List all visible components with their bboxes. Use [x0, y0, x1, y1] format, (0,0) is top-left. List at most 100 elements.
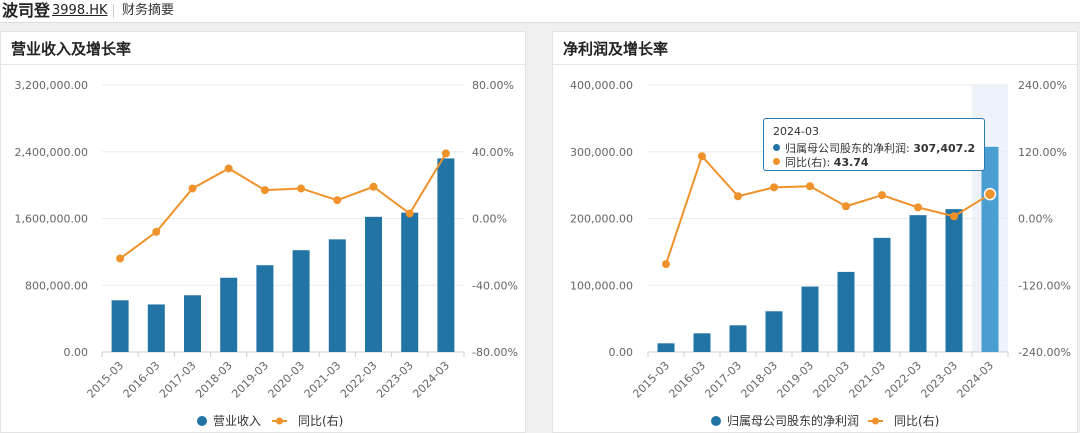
- y2-tick-label: 40.00%: [472, 146, 514, 159]
- x-tick-label: 2024-03: [954, 359, 996, 401]
- yoy-point: [662, 260, 670, 269]
- yoy-point: [260, 186, 269, 195]
- x-tick-label: 2021-03: [846, 359, 888, 401]
- legend-bar-icon: [197, 416, 207, 426]
- header-divider: [113, 4, 114, 18]
- yoy-point: [224, 164, 233, 173]
- x-tick-label: 2018-03: [738, 359, 780, 401]
- bar: [365, 216, 382, 352]
- yoy-point: [152, 227, 161, 236]
- bar: [437, 158, 455, 352]
- x-tick-label: 2017-03: [157, 359, 199, 401]
- yoy-line: [665, 154, 991, 265]
- x-tick-label: 2015-03: [85, 359, 127, 401]
- y-tick-label: 800,000.00: [25, 279, 88, 292]
- top-bar: 波司登 3998.HK 财务摘要: [0, 0, 1080, 23]
- y-tick-label: 400,000.00: [570, 79, 633, 92]
- bar: [256, 265, 274, 352]
- y2-tick-label: -40.00%: [472, 279, 518, 292]
- legend-label: 归属母公司股东的净利润: [727, 413, 859, 428]
- x-tick-label: 2020-03: [810, 359, 852, 401]
- ticker-link[interactable]: 3998.HK: [52, 3, 108, 18]
- yoy-point: [950, 212, 958, 221]
- chart-tooltip: 2024-03 归属母公司股东的净利润: 307,407.2 同比(右): 43…: [763, 118, 985, 171]
- tooltip-row-profit: 归属母公司股东的净利润: 307,407.2: [773, 140, 975, 156]
- x-tick-label: 2017-03: [702, 359, 744, 401]
- x-tick-label: 2016-03: [666, 359, 708, 401]
- legend-label: 营业收入: [213, 414, 261, 428]
- bar: [147, 304, 165, 352]
- bar: [801, 286, 819, 352]
- y2-tick-label: -80.00%: [472, 346, 518, 359]
- yoy-point: [770, 183, 778, 192]
- y-tick-label: 100,000.00: [570, 279, 633, 292]
- yoy-point: [806, 182, 814, 191]
- yoy-line: [119, 152, 447, 260]
- x-tick-label: 2024-03: [410, 359, 452, 401]
- bar: [729, 325, 747, 352]
- bar: [111, 300, 129, 352]
- yoy-point: [297, 184, 306, 193]
- x-tick-label: 2019-03: [229, 359, 271, 401]
- bar: [220, 277, 238, 352]
- x-tick-label: 2023-03: [374, 359, 416, 401]
- y2-tick-label: -240.00%: [1018, 346, 1071, 359]
- legend-label: 同比(右): [894, 413, 939, 428]
- tooltip-label: 归属母公司股东的净利润:: [785, 142, 910, 155]
- legend-bar-icon: [711, 416, 721, 426]
- y-tick-label: 300,000.00: [570, 146, 633, 159]
- y-tick-label: 1,600,000.00: [15, 213, 88, 226]
- yoy-point: [188, 184, 197, 193]
- tooltip-category: 2024-03: [773, 125, 819, 138]
- yoy-point: [405, 209, 414, 218]
- bar: [401, 212, 419, 352]
- panel-divider: [553, 64, 1077, 65]
- bar: [837, 271, 855, 352]
- x-tick-label: 2021-03: [302, 359, 344, 401]
- tooltip-row-yoy: 同比(右): 43.74: [773, 154, 869, 170]
- y2-tick-label: 80.00%: [472, 79, 514, 92]
- y2-tick-label: -120.00%: [1018, 279, 1071, 292]
- bar: [184, 295, 201, 352]
- x-tick-label: 2020-03: [266, 359, 308, 401]
- bar: [981, 146, 999, 352]
- legend-line-icon: [872, 417, 879, 425]
- x-tick-label: 2015-03: [630, 359, 672, 401]
- bar: [292, 250, 310, 352]
- yoy-point: [734, 192, 742, 201]
- x-tick-label: 2019-03: [774, 359, 816, 401]
- y-tick-label: 0.00: [64, 346, 89, 359]
- tab-financial-summary[interactable]: 财务摘要: [122, 3, 175, 18]
- yoy-point: [698, 152, 706, 161]
- tooltip-value: 43.74: [833, 156, 869, 169]
- bar: [657, 343, 675, 352]
- bar: [328, 239, 346, 352]
- series-dot-icon: [773, 158, 780, 165]
- x-tick-label: 2022-03: [882, 359, 924, 401]
- y-tick-label: 0.00: [609, 346, 634, 359]
- bar: [765, 311, 783, 352]
- x-tick-label: 2018-03: [193, 359, 235, 401]
- y2-tick-label: 0.00%: [472, 213, 507, 226]
- x-tick-label: 2016-03: [121, 359, 163, 401]
- y2-tick-label: 0.00%: [1018, 213, 1053, 226]
- y2-tick-label: 240.00%: [1018, 79, 1067, 92]
- legend-line-icon: [276, 417, 283, 425]
- y-tick-label: 3,200,000.00: [15, 79, 88, 92]
- yoy-point: [983, 187, 997, 201]
- y-tick-label: 200,000.00: [570, 213, 633, 226]
- yoy-point: [369, 182, 378, 191]
- yoy-point: [116, 254, 125, 263]
- bar: [945, 209, 963, 352]
- yoy-point: [878, 191, 886, 200]
- yoy-point: [842, 202, 850, 211]
- x-tick-label: 2023-03: [918, 359, 960, 401]
- chart-title: 净利润及增长率: [563, 40, 669, 58]
- yoy-point: [333, 196, 342, 205]
- yoy-point: [441, 149, 450, 158]
- legend-label: 同比(右): [298, 413, 343, 428]
- bar: [693, 333, 711, 352]
- series-dot-icon: [773, 144, 780, 151]
- bar: [909, 215, 927, 352]
